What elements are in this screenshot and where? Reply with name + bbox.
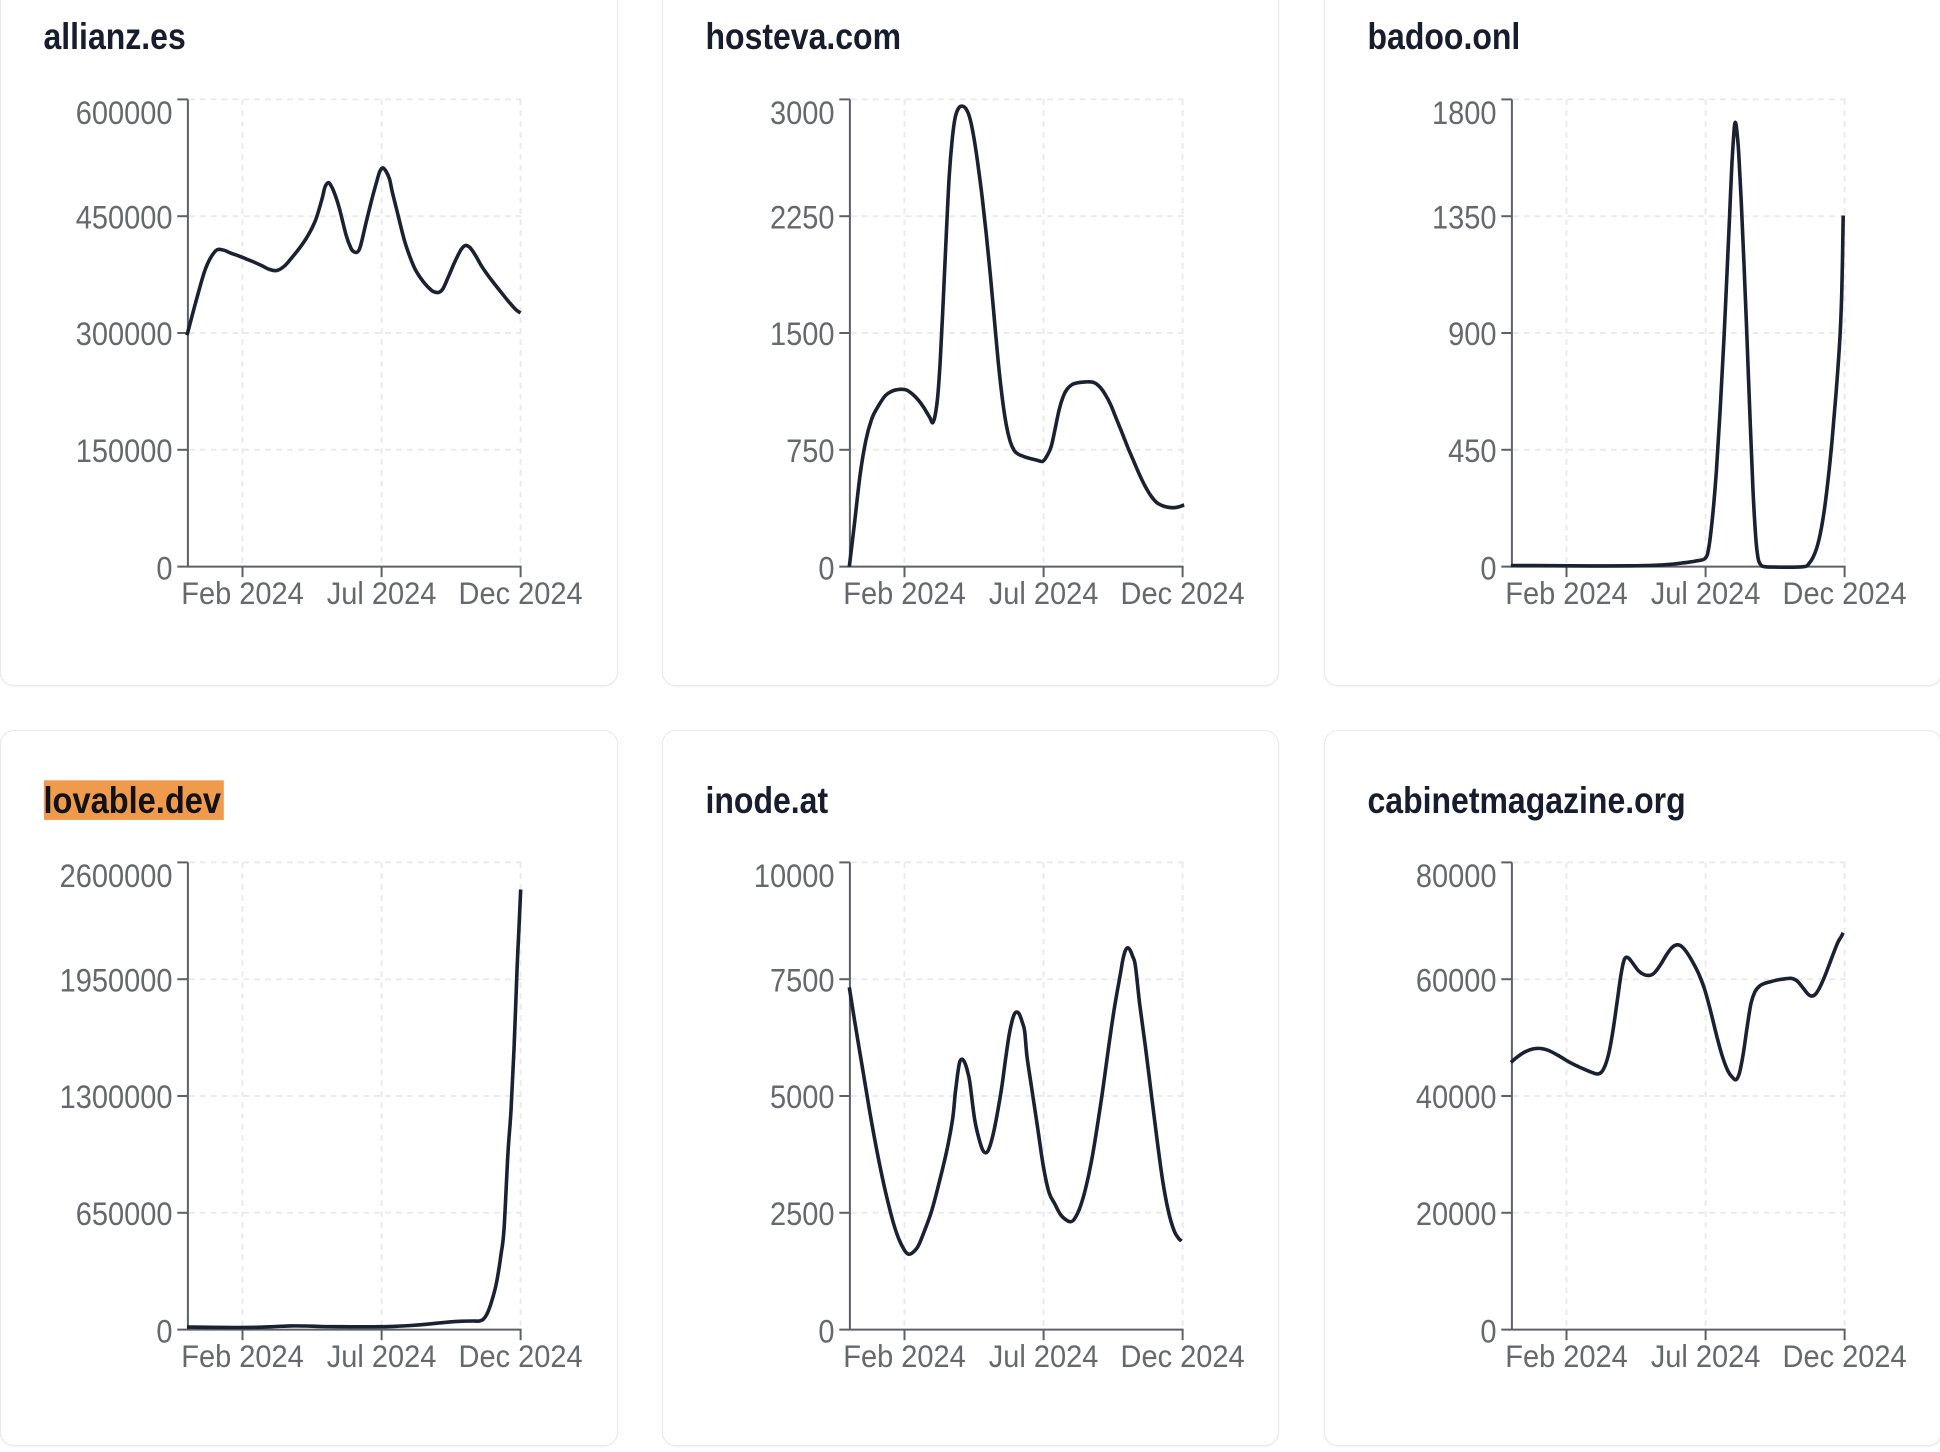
svg-text:1500: 1500 <box>770 316 835 352</box>
svg-text:Jul 2024: Jul 2024 <box>327 1340 437 1374</box>
svg-text:Dec 2024: Dec 2024 <box>1120 1340 1244 1374</box>
svg-text:0: 0 <box>1481 551 1497 587</box>
svg-text:lovable.dev: lovable.dev <box>43 780 221 821</box>
svg-text:Jul 2024: Jul 2024 <box>1651 1340 1761 1374</box>
svg-text:allianz.es: allianz.es <box>43 16 185 57</box>
svg-text:0: 0 <box>818 551 834 587</box>
svg-text:650000: 650000 <box>76 1196 173 1232</box>
svg-text:300000: 300000 <box>76 316 173 352</box>
svg-text:Jul 2024: Jul 2024 <box>989 577 1099 611</box>
svg-text:5000: 5000 <box>770 1079 835 1115</box>
svg-text:150000: 150000 <box>76 433 173 469</box>
svg-text:10000: 10000 <box>754 858 835 894</box>
svg-text:Jul 2024: Jul 2024 <box>989 1340 1099 1374</box>
svg-text:Dec 2024: Dec 2024 <box>1783 1340 1907 1374</box>
svg-text:0: 0 <box>156 1314 172 1350</box>
svg-text:Feb 2024: Feb 2024 <box>181 1340 303 1374</box>
svg-text:Dec 2024: Dec 2024 <box>1783 577 1907 611</box>
svg-text:Jul 2024: Jul 2024 <box>327 577 437 611</box>
svg-text:60000: 60000 <box>1416 962 1497 998</box>
svg-text:40000: 40000 <box>1416 1079 1497 1115</box>
svg-text:1300000: 1300000 <box>60 1079 173 1115</box>
svg-text:Dec 2024: Dec 2024 <box>459 1340 583 1374</box>
svg-text:Feb 2024: Feb 2024 <box>1505 1340 1627 1374</box>
svg-text:450: 450 <box>1448 433 1496 469</box>
svg-text:20000: 20000 <box>1416 1196 1497 1232</box>
svg-text:Feb 2024: Feb 2024 <box>1505 577 1627 611</box>
svg-text:600000: 600000 <box>76 95 173 131</box>
svg-text:Feb 2024: Feb 2024 <box>843 577 965 611</box>
svg-text:Dec 2024: Dec 2024 <box>459 577 583 611</box>
svg-text:1350: 1350 <box>1432 199 1497 235</box>
svg-text:0: 0 <box>818 1314 834 1350</box>
svg-text:450000: 450000 <box>76 199 173 235</box>
svg-text:0: 0 <box>156 551 172 587</box>
svg-text:Feb 2024: Feb 2024 <box>843 1340 965 1374</box>
svg-text:0: 0 <box>1481 1314 1497 1350</box>
svg-text:hosteva.com: hosteva.com <box>705 16 901 57</box>
svg-text:1800: 1800 <box>1432 95 1497 131</box>
svg-text:badoo.onl: badoo.onl <box>1368 16 1521 57</box>
svg-text:2600000: 2600000 <box>60 858 173 894</box>
svg-text:Feb 2024: Feb 2024 <box>181 577 303 611</box>
svg-text:2250: 2250 <box>770 199 835 235</box>
svg-text:7500: 7500 <box>770 962 835 998</box>
svg-text:80000: 80000 <box>1416 858 1497 894</box>
svg-text:900: 900 <box>1448 316 1496 352</box>
svg-text:Jul 2024: Jul 2024 <box>1651 577 1761 611</box>
svg-text:750: 750 <box>786 433 834 469</box>
svg-text:3000: 3000 <box>770 95 835 131</box>
svg-text:cabinetmagazine.org: cabinetmagazine.org <box>1368 780 1686 821</box>
svg-text:inode.at: inode.at <box>705 780 828 821</box>
svg-text:1950000: 1950000 <box>60 962 173 998</box>
svg-text:2500: 2500 <box>770 1196 835 1232</box>
svg-text:Dec 2024: Dec 2024 <box>1120 577 1244 611</box>
